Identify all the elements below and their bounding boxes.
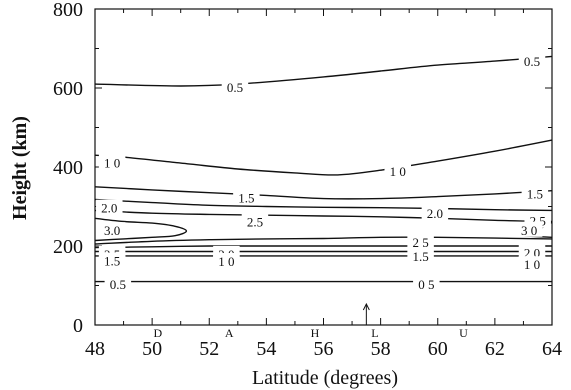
contour-line [94,236,553,245]
x-tick-label: 60 [428,338,448,360]
contour-label-bg [98,154,126,170]
contour-label-bg [384,162,412,178]
contour-label: 0.5 [524,54,540,69]
arrow-head [362,302,370,311]
x-tick-label: 50 [142,338,162,360]
y-tick-label: 0 [73,315,83,337]
contour-line [94,245,552,249]
contour-label-bg [241,213,269,229]
x-axis-label: Latitude (degrees) [252,367,398,389]
y-tick-label: 200 [53,236,83,258]
contour-line [94,186,553,200]
contour-label-bg [407,234,434,250]
contour-label: 0.5 [110,277,126,292]
contour-label: 1.5 [412,249,428,264]
contour-label-bg [518,244,546,260]
contour-label-bg [98,252,126,268]
contour-line [94,209,553,223]
x-tick-label: 52 [199,338,219,360]
contour-label: 3.0 [104,223,120,238]
contour-label-bg [407,247,434,263]
y-tick-label: 400 [53,157,83,179]
contour-label-bg [233,189,260,205]
contour-label: 1.5 [238,190,254,205]
station-marker-label: A [225,326,234,340]
contour-label: 2 5 [412,235,428,250]
contour-label: 0.5 [227,80,243,95]
y-tick-label: 800 [53,0,83,21]
contour-label: 1 0 [104,155,120,170]
x-tick-label: 56 [314,338,334,360]
contour-label: 1 0 [390,164,406,179]
y-tick-label: 600 [53,78,83,100]
contour-label-bg [98,222,126,238]
contour-label-bg [421,205,449,221]
contour-label: 0 5 [418,277,434,292]
station-marker-label: L [371,326,378,340]
contour-label: 1 0 [218,254,234,269]
x-tick-label: 54 [256,338,276,360]
contour-label-bg [518,53,546,69]
contour-label: 2.0 [101,201,117,216]
contour-label-bg [104,275,132,291]
contour-label-bg [221,78,249,94]
contour-label: 1.5 [104,254,120,269]
station-marker-label: U [459,326,468,340]
station-marker-label: H [311,326,320,340]
contour-label-bg [515,221,543,237]
x-tick-label: 58 [371,338,391,360]
contour-label-bg [521,185,549,201]
contour-label-bg [96,199,123,215]
plot-area: 48 50 52 54 56 58 60 62 64 0 200 400 600 800 0.5 0.5 1 0… [53,0,562,360]
contour-label: 1.5 [527,186,543,201]
contour-label-bg [213,253,240,269]
contour-label-bg [518,256,546,272]
y-axis-label: Height (km) [9,116,31,220]
contour-label: 2.5 [247,215,263,230]
contour-line [94,139,553,176]
contour-label: 2.0 [427,206,443,221]
x-tick-label: 48 [85,338,105,360]
contour-line [94,198,553,212]
contour-line [94,217,188,242]
contour-label: 3 0 [521,223,537,238]
contour-label-bg [413,275,440,291]
contour-line [94,55,553,87]
contour-label: 1 0 [524,257,540,272]
plot-frame [94,8,553,326]
x-tick-label: 64 [542,338,562,360]
x-tick-label: 62 [485,338,505,360]
station-marker-label: D [154,326,163,340]
